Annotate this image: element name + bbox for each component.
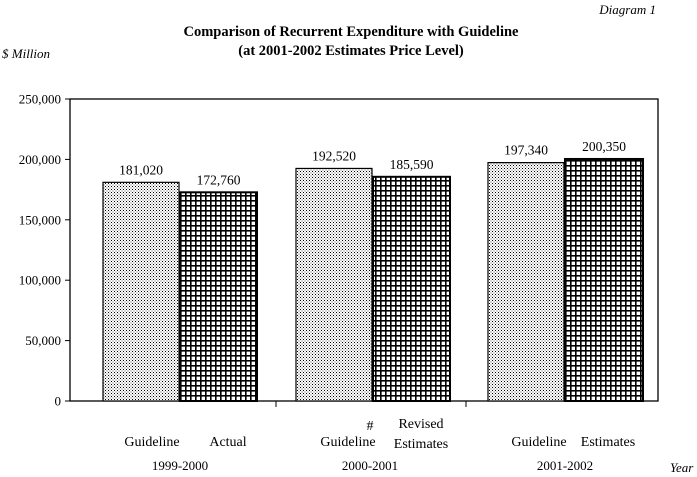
bar-2001-2002-guideline xyxy=(487,162,565,402)
bar-2000-2001-revised xyxy=(372,175,451,402)
diagram-label: Diagram 1 xyxy=(598,2,656,17)
x-axis-label: Year xyxy=(670,460,694,475)
bar-category-label: Estimates xyxy=(581,435,635,450)
bar-value-label: 181,020 xyxy=(119,162,163,177)
y-tick-label: 150,000 xyxy=(19,212,61,227)
bar-value-label: 192,520 xyxy=(312,148,356,163)
y-tick-label: 0 xyxy=(55,394,62,409)
year-label: 2001-2002 xyxy=(537,458,593,473)
bar-1999-2000-guideline xyxy=(102,181,180,402)
y-tick-label: 50,000 xyxy=(25,333,61,348)
bar-2001-2002-estimates xyxy=(564,157,644,402)
y-tick-label: 200,000 xyxy=(19,152,61,167)
y-tick-label: 250,000 xyxy=(19,92,61,107)
footnote-marker: # xyxy=(367,419,374,434)
bar-2000-2001-guideline xyxy=(295,167,373,402)
bar-value-label: 172,760 xyxy=(197,172,241,187)
chart-title: Comparison of Recurrent Expenditure with… xyxy=(184,24,520,40)
bar-category-label: Guideline xyxy=(320,435,375,450)
bar-category-label: Estimates xyxy=(394,437,448,452)
y-tick-label: 100,000 xyxy=(19,273,61,288)
bar-value-label: 197,340 xyxy=(504,143,548,158)
bar-value-label: 200,350 xyxy=(582,139,626,154)
bar-1999-2000-actual xyxy=(179,191,258,402)
chart-subtitle: (at 2001-2002 Estimates Price Level) xyxy=(238,43,464,59)
bar-category-label: Guideline xyxy=(511,435,566,450)
bar-value-label: 185,590 xyxy=(390,157,434,172)
bar-category-label: Guideline xyxy=(124,435,179,450)
year-label: 1999-2000 xyxy=(152,458,208,473)
bar-category-label: Actual xyxy=(209,435,246,450)
year-label: 2000-2001 xyxy=(342,458,398,473)
y-axis-label: $ Million xyxy=(2,46,50,61)
bar-category-label: Revised xyxy=(398,417,443,432)
